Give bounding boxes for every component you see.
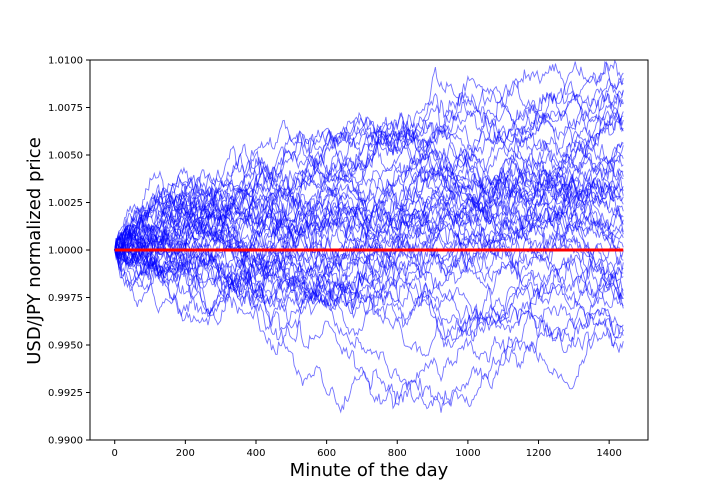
price-path-series [114,112,624,253]
price-path-series [114,162,624,308]
y-tick-label: 0.9975 [48,293,83,304]
x-axis-label: Minute of the day [290,460,449,481]
x-tick-label: 1000 [455,448,480,459]
paths-layer [114,60,624,414]
price-path-series [114,170,624,253]
price-path-series [114,154,624,263]
price-path-series [114,141,624,282]
y-tick-label: 1.0100 [48,56,83,67]
price-path-series [114,80,624,256]
y-tick-label: 0.9950 [48,341,83,352]
price-path-series [114,72,624,261]
price-path-series [114,228,624,297]
y-tick-label: 0.9925 [48,388,83,399]
y-tick-label: 1.0000 [48,246,83,257]
x-axis: 0 200 400 600 800 1000 1200 1400 [112,440,622,459]
price-path-series [114,117,624,312]
price-path-series [114,138,624,256]
price-path-series [114,246,624,342]
price-path-series [114,148,624,307]
x-tick-label: 200 [176,448,195,459]
x-tick-label: 400 [246,448,265,459]
y-tick-label: 1.0025 [48,198,83,209]
y-tick-label: 0.9900 [48,436,83,447]
y-axis-label: USD/JPY normalized price [24,137,45,365]
x-tick-label: 0 [112,448,118,459]
y-axis: 0.9900 0.9925 0.9950 0.9975 1.0000 1.0025 1.00… [48,56,90,447]
price-path-series [114,93,624,318]
price-path-series [114,176,624,293]
price-path-series [114,104,624,292]
x-tick-label: 800 [388,448,407,459]
price-path-series [114,244,624,410]
x-tick-label: 600 [317,448,336,459]
price-path-series [114,156,624,316]
x-tick-label: 1400 [596,448,621,459]
y-tick-label: 1.0075 [48,103,83,114]
price-path-series [114,67,624,252]
x-tick-label: 1200 [526,448,551,459]
price-path-series [114,228,624,357]
price-path-series [114,249,624,406]
price-path-series [114,63,624,253]
price-path-series [114,60,624,253]
price-path-series [114,60,624,262]
y-tick-label: 1.0050 [48,151,83,162]
